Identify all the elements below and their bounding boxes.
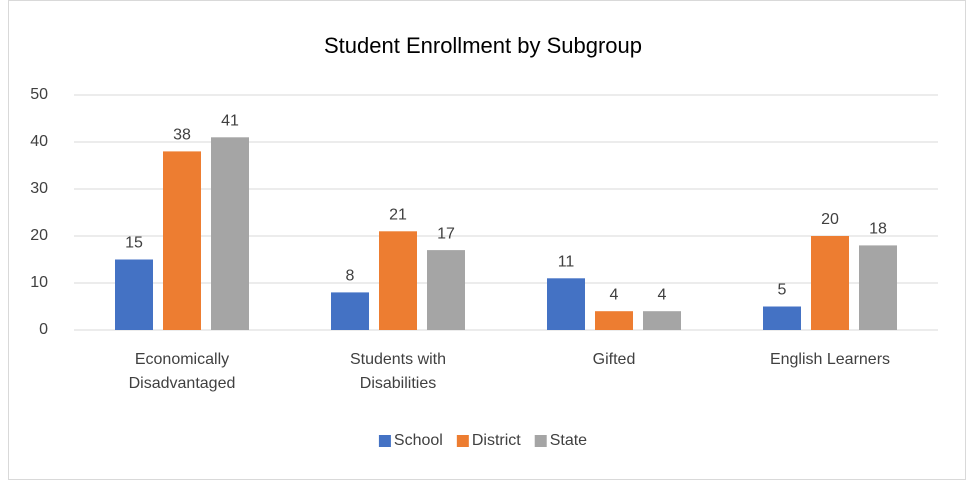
bar <box>115 259 153 330</box>
legend-label: School <box>394 432 443 449</box>
data-label: 21 <box>389 207 407 224</box>
data-label: 4 <box>610 286 619 303</box>
bar <box>811 236 849 330</box>
bar <box>859 245 897 330</box>
chart-title: Student Enrollment by Subgroup <box>324 33 642 58</box>
y-tick-label: 40 <box>30 133 48 150</box>
data-label: 15 <box>125 235 143 252</box>
bar <box>211 137 249 330</box>
data-label: 11 <box>558 254 575 271</box>
data-label: 41 <box>221 113 239 130</box>
bar <box>763 306 801 330</box>
bar <box>643 311 681 330</box>
legend-label: District <box>472 432 521 449</box>
bar <box>427 250 465 330</box>
data-label: 20 <box>821 211 839 228</box>
y-tick-label: 10 <box>30 274 48 291</box>
bar <box>379 231 417 330</box>
data-label: 38 <box>173 127 191 144</box>
x-tick-label: Gifted <box>593 351 636 368</box>
data-label: 18 <box>869 221 887 238</box>
legend-swatch <box>456 435 469 447</box>
legend-swatch <box>534 435 547 447</box>
y-tick-label: 30 <box>30 180 48 197</box>
bar <box>547 278 585 330</box>
legend-label: State <box>550 432 587 449</box>
bar <box>331 292 369 330</box>
data-label: 5 <box>778 282 787 299</box>
legend-swatch <box>378 435 391 447</box>
y-tick-label: 50 <box>30 86 48 103</box>
data-label: 17 <box>437 225 455 242</box>
data-label: 8 <box>346 268 355 285</box>
x-tick-label: Economically Disadvantaged <box>129 351 236 392</box>
y-tick-label: 20 <box>30 227 48 244</box>
y-tick-label: 0 <box>39 321 48 338</box>
x-tick-label: Students with Disabilities <box>350 351 446 392</box>
bar <box>595 311 633 330</box>
data-label: 4 <box>658 286 667 303</box>
bar <box>163 151 201 330</box>
x-tick-label: English Learners <box>770 351 890 368</box>
